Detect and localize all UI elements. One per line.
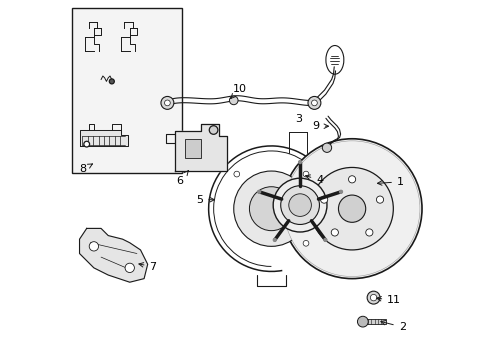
Bar — [185, 139, 201, 158]
Text: 5: 5 — [196, 195, 214, 205]
Circle shape — [89, 242, 99, 251]
Circle shape — [161, 96, 174, 109]
Circle shape — [257, 190, 261, 194]
Text: 2: 2 — [380, 320, 405, 332]
Text: 11: 11 — [376, 296, 401, 306]
Circle shape — [303, 171, 308, 177]
Circle shape — [307, 96, 320, 109]
Circle shape — [338, 195, 365, 222]
Circle shape — [310, 167, 392, 250]
Circle shape — [233, 171, 239, 177]
Bar — [72, 8, 182, 173]
Circle shape — [280, 186, 319, 225]
Circle shape — [273, 178, 326, 232]
Circle shape — [365, 229, 372, 236]
Text: 3: 3 — [294, 114, 301, 125]
Circle shape — [288, 194, 311, 216]
Text: 8: 8 — [80, 164, 92, 174]
Circle shape — [297, 160, 302, 164]
Circle shape — [284, 141, 419, 276]
Circle shape — [376, 196, 383, 203]
Circle shape — [323, 238, 327, 242]
Bar — [362, 319, 386, 324]
Circle shape — [125, 263, 134, 273]
Circle shape — [164, 100, 170, 106]
Circle shape — [109, 79, 114, 84]
Text: 1: 1 — [377, 177, 403, 187]
Polygon shape — [80, 130, 128, 146]
Circle shape — [366, 291, 379, 304]
Polygon shape — [80, 228, 147, 282]
Circle shape — [209, 126, 218, 134]
Circle shape — [229, 96, 238, 105]
Circle shape — [369, 294, 376, 301]
Circle shape — [249, 187, 293, 231]
Circle shape — [338, 190, 343, 194]
Polygon shape — [174, 125, 226, 171]
Circle shape — [303, 240, 308, 246]
Circle shape — [83, 141, 89, 147]
Circle shape — [348, 176, 355, 183]
Text: 6: 6 — [176, 171, 188, 186]
Circle shape — [330, 229, 338, 236]
Text: 9: 9 — [312, 121, 328, 131]
Circle shape — [322, 143, 331, 152]
Circle shape — [282, 139, 421, 279]
Circle shape — [357, 316, 367, 327]
Circle shape — [311, 100, 317, 106]
Text: 10: 10 — [230, 84, 247, 99]
Circle shape — [233, 171, 308, 246]
Circle shape — [272, 238, 276, 242]
Circle shape — [320, 196, 327, 203]
Text: 4: 4 — [305, 175, 323, 185]
Text: 7: 7 — [139, 262, 156, 272]
